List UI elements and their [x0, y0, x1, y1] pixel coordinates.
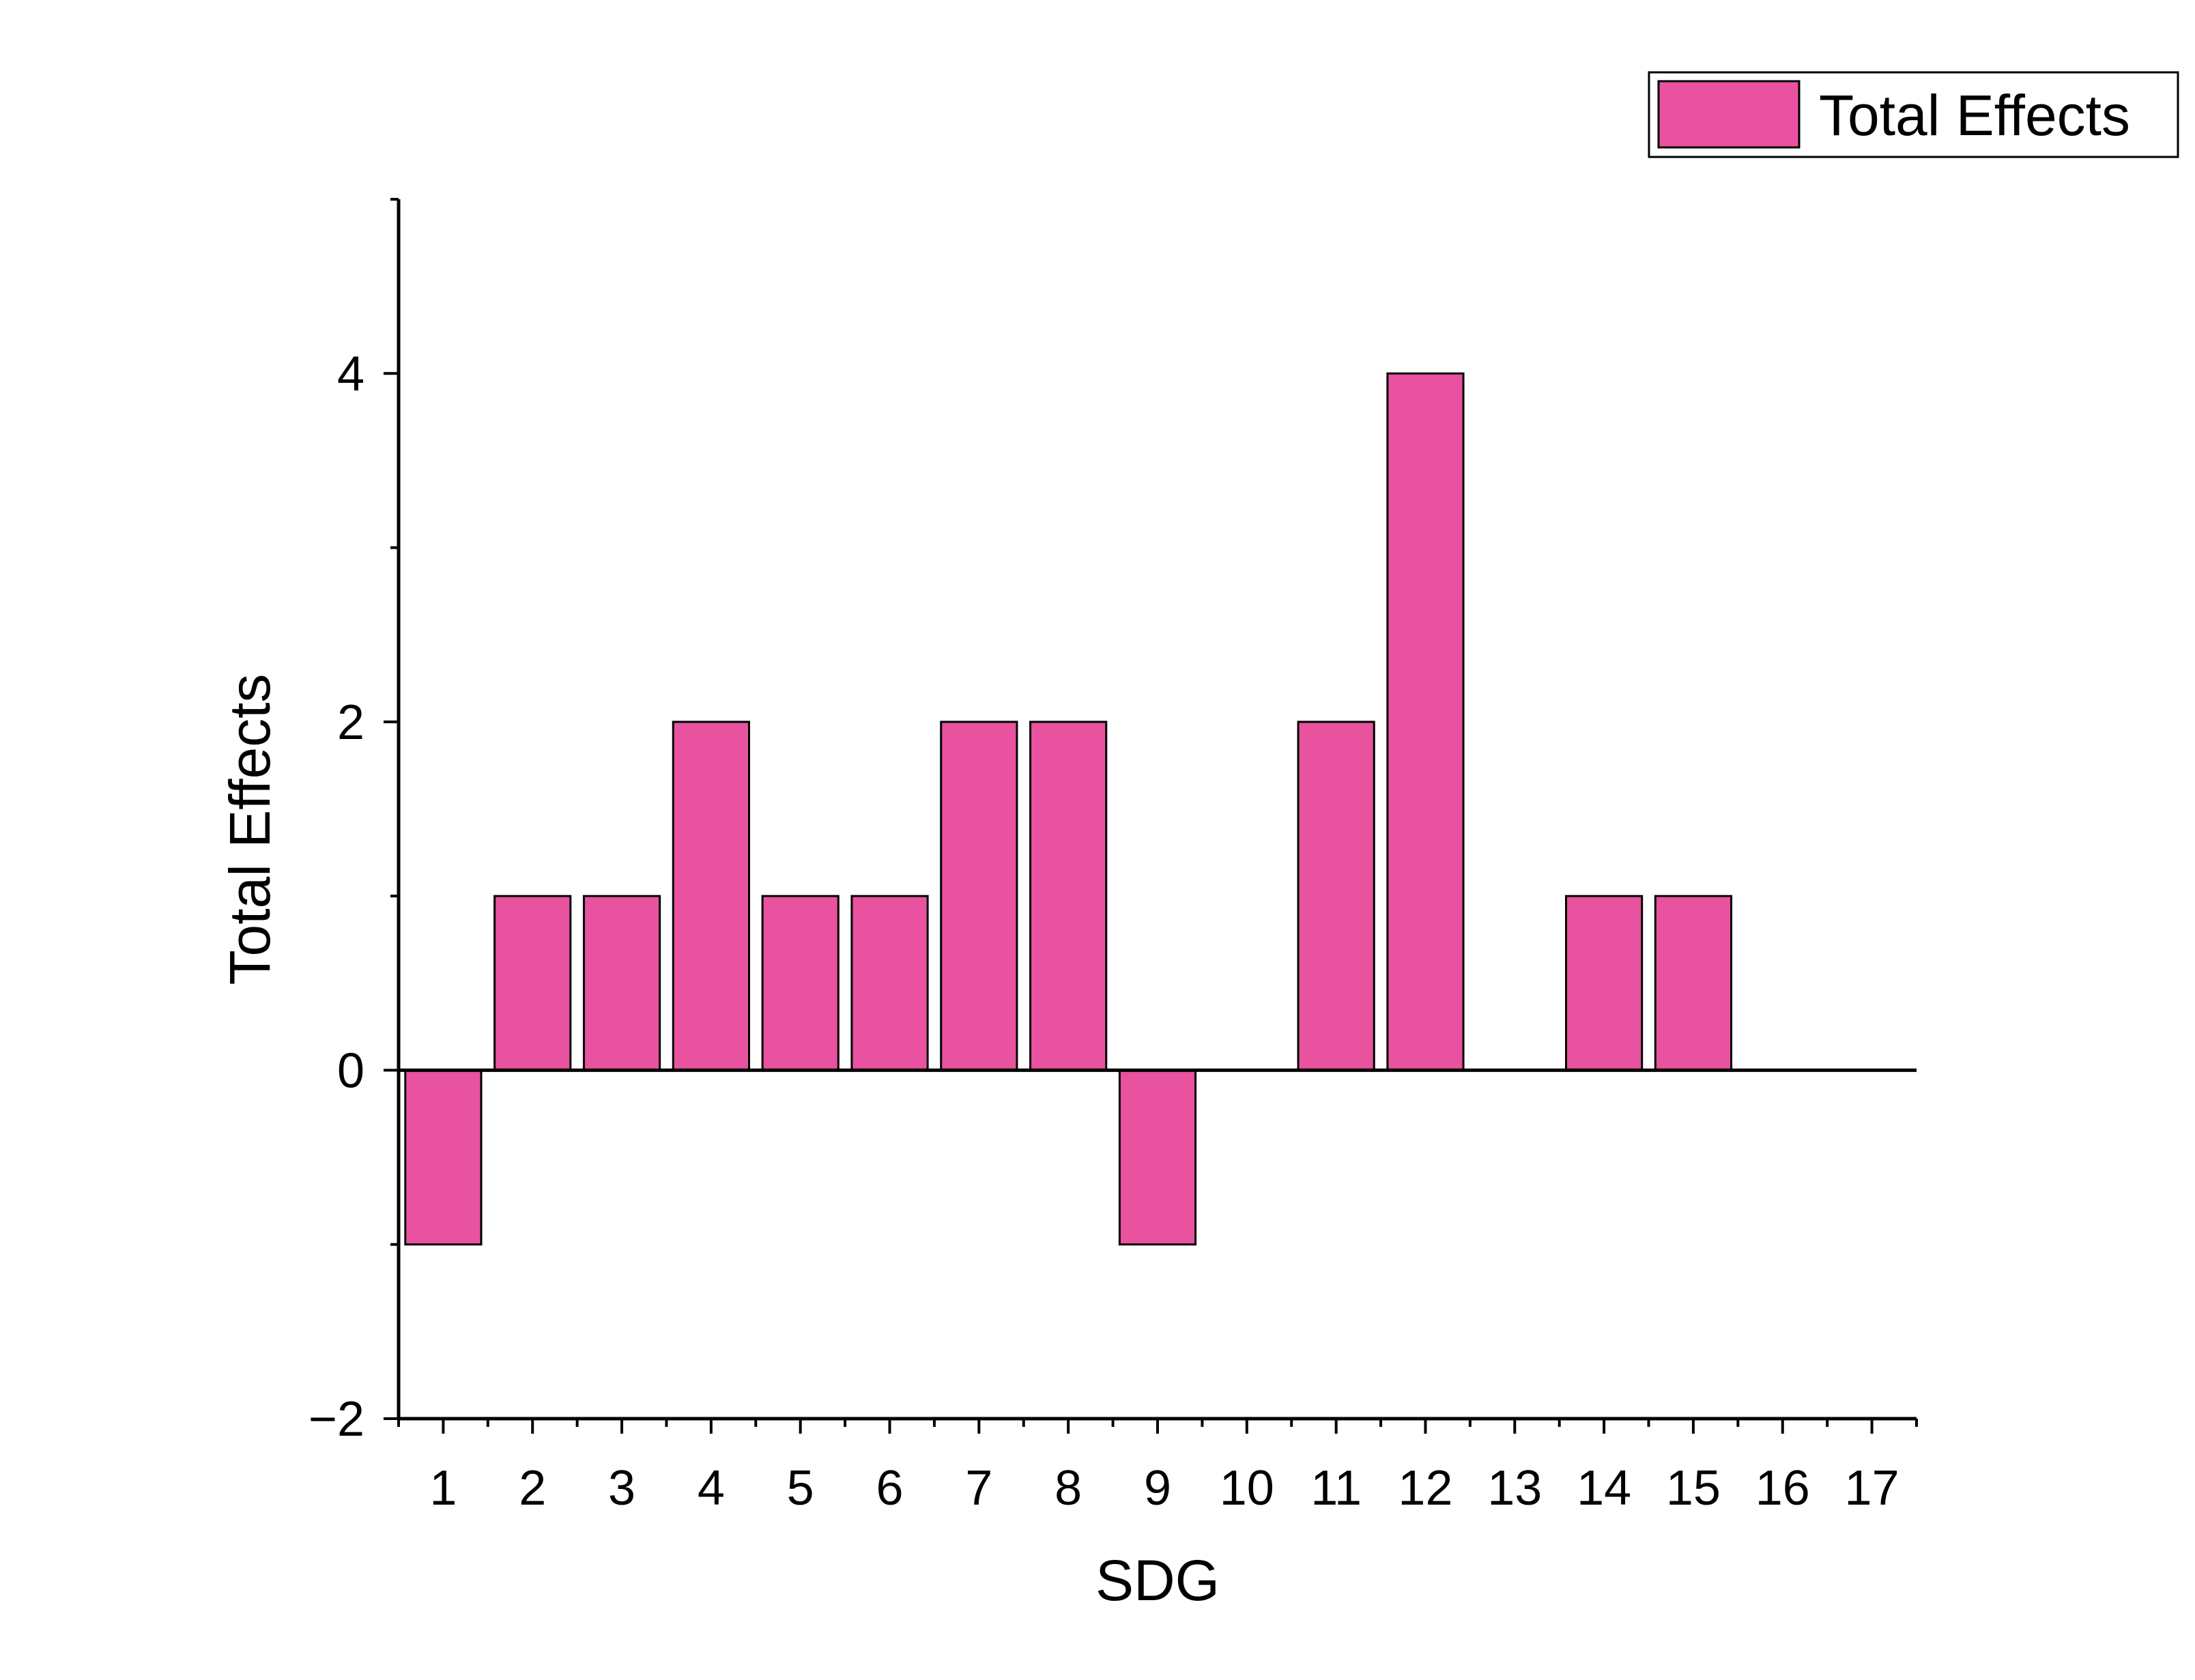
x-tick-label: 16 [1755, 1461, 1810, 1516]
bar-sdg-4 [672, 721, 750, 1071]
bar-sdg-12 [1386, 372, 1465, 1071]
bar-sdg-9 [1118, 1069, 1197, 1246]
bar-sdg-6 [850, 895, 929, 1071]
legend-swatch [1657, 80, 1801, 149]
bar-sdg-15 [1654, 895, 1733, 1071]
y-tick-label: −2 [309, 1392, 364, 1447]
x-tick-label: 7 [965, 1461, 992, 1516]
bar-sdg-8 [1029, 721, 1108, 1071]
x-tick-label: 9 [1144, 1461, 1171, 1516]
bar-sdg-5 [761, 895, 840, 1071]
bar-sdg-1 [404, 1069, 483, 1246]
legend-label: Total Effects [1819, 83, 2130, 147]
x-tick-label: 14 [1577, 1461, 1631, 1516]
x-tick-label: 1 [429, 1461, 457, 1516]
bar-sdg-14 [1565, 895, 1644, 1071]
x-tick-label: 10 [1220, 1461, 1274, 1516]
y-tick-label: 4 [337, 347, 364, 401]
bar-sdg-7 [940, 721, 1018, 1071]
x-axis-title: SDG [1095, 1548, 1220, 1612]
bar-sdg-2 [493, 895, 572, 1071]
axes-group [384, 198, 1918, 1434]
x-tick-label: 5 [787, 1461, 814, 1516]
legend: Total Effects [1648, 71, 2179, 158]
bar-sdg-3 [582, 895, 661, 1071]
x-tick-label: 11 [1310, 1461, 1362, 1516]
x-tick-label: 17 [1845, 1461, 1899, 1516]
x-tick-label: 12 [1398, 1461, 1452, 1516]
bar-sdg-11 [1297, 721, 1375, 1071]
x-tick-label: 13 [1487, 1461, 1542, 1516]
x-tick-label: 8 [1055, 1461, 1082, 1516]
x-tick-label: 4 [698, 1461, 725, 1516]
bars-group [404, 372, 1733, 1246]
x-tick-label: 6 [876, 1461, 904, 1516]
y-axis-title: Total Effects [218, 674, 282, 985]
x-tick-label: 2 [519, 1461, 546, 1516]
y-tick-label: 2 [337, 695, 364, 750]
x-tick-label: 3 [608, 1461, 635, 1516]
x-tick-label: 15 [1666, 1461, 1721, 1516]
y-tick-label: 0 [337, 1043, 364, 1098]
